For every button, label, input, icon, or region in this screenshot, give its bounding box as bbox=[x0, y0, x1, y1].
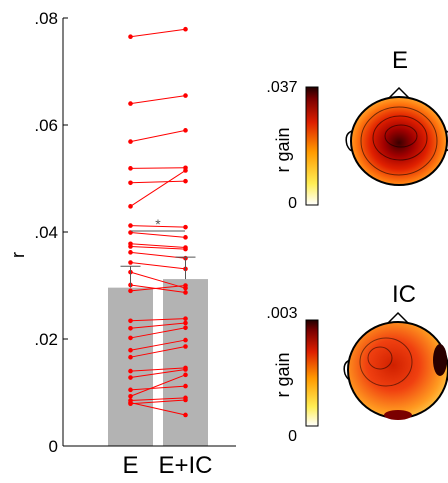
point-e-ic bbox=[183, 246, 188, 252]
bar-chart: 0 .02 .04 .06 .08 E E+IC r * bbox=[8, 9, 236, 479]
paired-line bbox=[128, 244, 188, 252]
point-e-ic bbox=[183, 26, 188, 32]
point-e bbox=[128, 354, 133, 360]
error-bars bbox=[120, 256, 196, 288]
significance-star: * bbox=[155, 216, 161, 232]
point-e-ic bbox=[183, 383, 188, 389]
y-tick-label: .02 bbox=[34, 330, 58, 349]
point-e bbox=[128, 166, 133, 171]
paired-lines bbox=[128, 26, 188, 418]
colorbar-ic-label: r gain bbox=[273, 352, 293, 397]
colorbar-ic-max: .003 bbox=[266, 305, 297, 322]
paired-line bbox=[128, 26, 188, 40]
head-e bbox=[345, 86, 448, 186]
colorbar-e-min: 0 bbox=[288, 195, 297, 212]
paired-line bbox=[128, 383, 188, 393]
error-bar-1 bbox=[120, 265, 141, 288]
point-e-ic bbox=[183, 168, 188, 173]
paired-line bbox=[128, 223, 188, 230]
error-bar-2 bbox=[175, 256, 196, 280]
paired-line bbox=[128, 260, 188, 272]
y-ticks: 0 .02 .04 .06 .08 bbox=[34, 9, 68, 456]
y-axis-label: r bbox=[8, 252, 28, 258]
paired-line bbox=[128, 165, 188, 171]
point-e bbox=[128, 347, 133, 353]
point-e bbox=[128, 393, 133, 399]
paired-line bbox=[128, 178, 188, 186]
point-e-ic bbox=[183, 367, 188, 372]
y-tick-label: .04 bbox=[34, 223, 58, 242]
colorbar-ic-min: 0 bbox=[288, 428, 297, 445]
paired-line bbox=[128, 250, 188, 261]
topomap-ic: .003 0 r gain IC bbox=[266, 281, 448, 445]
point-e bbox=[128, 223, 133, 228]
point-e bbox=[128, 244, 133, 249]
topomap-ic-title: IC bbox=[392, 281, 416, 308]
point-e-ic bbox=[183, 412, 188, 418]
paired-line bbox=[128, 320, 188, 331]
y-tick-label: .06 bbox=[34, 116, 58, 135]
point-e bbox=[128, 250, 133, 255]
colorbar-ic bbox=[305, 319, 319, 427]
point-e-ic bbox=[183, 93, 188, 98]
point-e bbox=[128, 34, 133, 40]
significance-marker: * bbox=[131, 216, 185, 232]
topomap-e: .037 0 r gain E bbox=[266, 47, 448, 212]
point-e bbox=[128, 204, 133, 209]
colorbar-e-label: r gain bbox=[273, 127, 293, 172]
point-e bbox=[128, 335, 133, 341]
bars bbox=[108, 279, 208, 446]
colorbar-e bbox=[305, 86, 319, 206]
bar-2 bbox=[163, 279, 208, 446]
paired-line bbox=[128, 168, 188, 209]
point-e-ic bbox=[183, 128, 188, 133]
point-e-ic bbox=[183, 178, 188, 184]
point-e-ic bbox=[183, 290, 188, 295]
point-e bbox=[128, 400, 133, 405]
point-e bbox=[128, 387, 133, 393]
paired-line bbox=[128, 325, 188, 341]
point-e-ic bbox=[183, 320, 188, 326]
paired-line bbox=[128, 283, 188, 294]
point-e-ic bbox=[183, 283, 188, 288]
point-e bbox=[128, 288, 133, 294]
point-e bbox=[128, 101, 133, 106]
point-e-ic bbox=[183, 344, 188, 349]
point-e-ic bbox=[183, 325, 188, 331]
x-tick-label: E+IC bbox=[158, 452, 212, 479]
paired-line bbox=[128, 337, 188, 353]
bar-1 bbox=[108, 287, 153, 446]
topomap-e-title: E bbox=[392, 47, 408, 74]
paired-line bbox=[128, 344, 188, 360]
point-e bbox=[128, 180, 133, 186]
paired-line bbox=[128, 93, 188, 106]
colorbar-e-max: .037 bbox=[266, 79, 297, 96]
x-tick-label: E bbox=[122, 452, 138, 479]
x-ticks: E E+IC bbox=[122, 452, 212, 479]
paired-line bbox=[128, 316, 188, 324]
point-e-ic bbox=[183, 235, 188, 240]
y-tick-label: .08 bbox=[34, 9, 58, 28]
y-tick-label: 0 bbox=[49, 437, 58, 456]
paired-line bbox=[128, 128, 188, 144]
paired-line bbox=[128, 372, 188, 399]
point-e bbox=[128, 139, 133, 144]
point-e bbox=[128, 375, 133, 380]
point-e-ic bbox=[183, 316, 188, 321]
point-e bbox=[128, 368, 133, 374]
point-e bbox=[128, 326, 133, 331]
point-e bbox=[128, 318, 133, 324]
head-ic bbox=[343, 311, 448, 420]
paired-line bbox=[128, 400, 188, 418]
paired-line bbox=[128, 367, 188, 380]
point-e-ic bbox=[183, 372, 188, 378]
point-e-ic bbox=[183, 397, 188, 403]
point-e-ic bbox=[183, 224, 188, 230]
point-e-ic bbox=[183, 337, 188, 343]
point-e bbox=[128, 260, 133, 265]
